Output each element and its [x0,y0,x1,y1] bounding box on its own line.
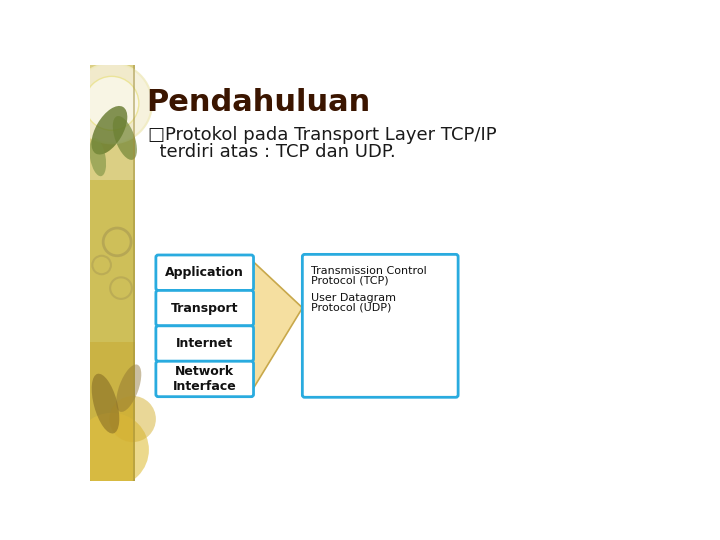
Text: Network
Interface: Network Interface [173,365,237,393]
Ellipse shape [113,116,137,160]
Text: Pendahuluan: Pendahuluan [145,88,370,117]
Bar [90,342,135,481]
Text: terdiri atas : TCP dan UDP.: terdiri atas : TCP dan UDP. [148,143,396,161]
Bar [90,65,135,180]
Text: Protocol (TCP): Protocol (TCP) [311,276,389,286]
Ellipse shape [91,106,127,154]
FancyBboxPatch shape [156,291,253,326]
Text: Internet: Internet [176,337,233,350]
Text: Transport: Transport [171,302,238,315]
Circle shape [84,76,139,130]
Text: □Protokol pada Transport Layer TCP/IP: □Protokol pada Transport Layer TCP/IP [148,126,497,144]
Circle shape [71,63,152,143]
FancyBboxPatch shape [156,255,253,291]
FancyBboxPatch shape [302,254,458,397]
Ellipse shape [116,364,141,412]
FancyBboxPatch shape [156,361,253,397]
Polygon shape [251,260,302,392]
Ellipse shape [89,138,106,176]
Ellipse shape [91,374,120,434]
Text: Application: Application [166,266,244,279]
FancyBboxPatch shape [156,326,253,361]
Bar [133,65,135,481]
Bar [90,65,135,481]
Text: Protocol (UDP): Protocol (UDP) [311,303,391,313]
Circle shape [109,396,156,442]
Text: User Datagram: User Datagram [311,293,396,303]
Circle shape [74,413,149,487]
Bar [90,65,135,481]
Text: Transmission Control: Transmission Control [311,266,427,276]
